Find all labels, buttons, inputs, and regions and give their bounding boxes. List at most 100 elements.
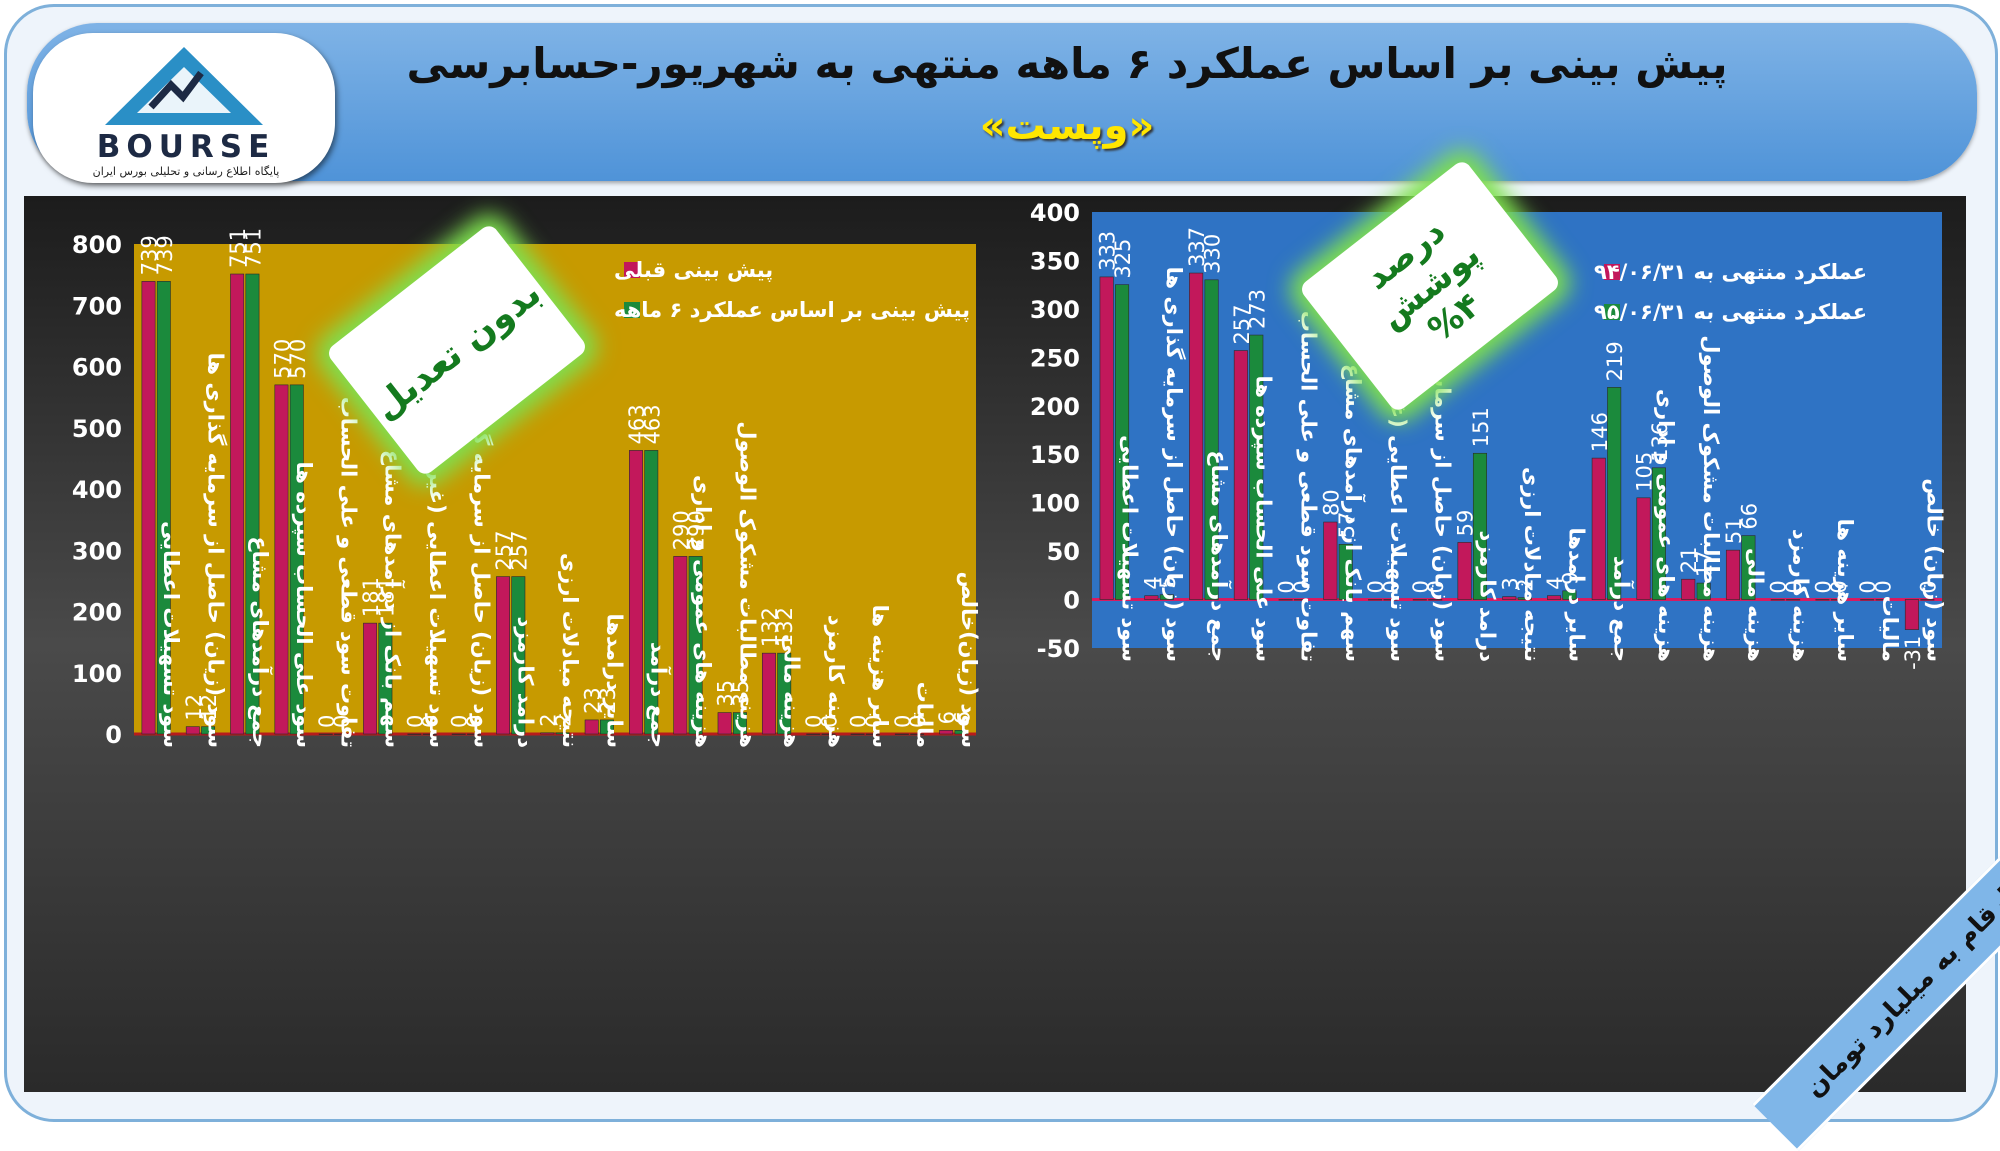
data-label: 66: [1737, 503, 1761, 530]
bar-series-1: [274, 384, 289, 735]
data-label: 330: [1201, 234, 1225, 274]
category-label: سود علی الحساب سپرده ها: [1252, 376, 1276, 662]
data-label: 0: [1364, 580, 1388, 593]
category-label: جمع درآمدهای مشاع: [1207, 450, 1232, 662]
category-label: هزینه مالی: [780, 634, 804, 748]
bar-series-1: [407, 733, 422, 735]
bar-series-2: [1517, 597, 1532, 600]
data-label: 257: [507, 530, 531, 570]
legend-swatch: [624, 262, 640, 278]
bar-series-2: [378, 622, 393, 735]
bar-series-2: [156, 281, 171, 735]
bar-series-2: [1472, 452, 1487, 600]
bar-series-2: [245, 273, 260, 735]
bar-series-2: [334, 733, 349, 735]
bar-series-1: [1144, 595, 1159, 600]
category-label: درامد کارمزد: [514, 616, 538, 748]
data-label: 9: [1558, 571, 1582, 584]
bar-series-2: [1920, 599, 1935, 601]
bar-series-2: [644, 450, 659, 735]
data-label: 0: [403, 715, 427, 728]
bar-series-1: [1099, 276, 1114, 600]
category-label: تفاوت سود قطعی و علی الحساب: [336, 397, 360, 748]
bar-series-1: [1189, 272, 1204, 600]
data-label: 751: [226, 228, 250, 268]
data-label: 4: [1140, 576, 1164, 589]
legend-swatch: [1604, 264, 1620, 280]
category-label: سایر هزینه ها: [868, 605, 892, 748]
bar-series-2: [1204, 279, 1219, 600]
data-label: 0: [419, 715, 443, 728]
y-tick-label: 700: [72, 292, 122, 320]
data-label: 0: [1872, 580, 1896, 593]
bar-series-2: [1875, 599, 1890, 601]
y-tick-label: 350: [1030, 247, 1080, 275]
header-banner: [27, 23, 1977, 181]
bar-series-1: [1636, 497, 1651, 600]
bar-series-1: [363, 622, 378, 735]
data-label: 290: [685, 510, 709, 550]
category-label: سود تسهیلات اعطایی: [1117, 435, 1141, 662]
legend-swatch: [1604, 304, 1620, 320]
category-label: جمع درآمدهای مشاع: [248, 536, 273, 748]
data-label: 0: [818, 715, 842, 728]
data-label: 2: [536, 713, 560, 726]
bar-series-2: [1159, 594, 1174, 600]
bar-series-1: [894, 733, 909, 735]
category-label: مالیات: [913, 682, 937, 748]
bar-series-2: [467, 733, 481, 735]
bar-series-2: [1830, 599, 1845, 601]
page-title: پیش بینی بر اساس عملکرد ۶ ماهه منتهی به …: [406, 39, 1728, 88]
bar-series-1: [1323, 521, 1338, 600]
category-label: سود (زیان) خالص: [1923, 478, 1947, 662]
category-label: نتیجه مبادلات ارزی: [1520, 467, 1544, 662]
data-label: 0: [847, 715, 871, 728]
data-label: 5: [1156, 575, 1180, 588]
category-label: هزینه کارمزد: [1788, 529, 1812, 662]
bar-series-1: [629, 450, 643, 735]
data-label: 739: [153, 235, 177, 275]
bar-series-2: [777, 652, 792, 735]
bar-series-1: [584, 719, 599, 735]
bar-series-1: [1725, 549, 1740, 600]
data-label: 181: [359, 577, 383, 617]
y-tick-label: 400: [1030, 199, 1080, 227]
bar-series-1: [1770, 599, 1785, 601]
data-label: 3: [1498, 577, 1522, 590]
bar-series-2: [1383, 599, 1398, 601]
data-label: 0: [1275, 580, 1299, 593]
bar-series-2: [1696, 582, 1711, 600]
bar-series-2: [1294, 599, 1309, 601]
category-label: نتیجه مبادلات ارزی: [558, 553, 582, 748]
legend-swatch: [624, 302, 640, 318]
data-label: 0: [802, 715, 826, 728]
legend-label: پیش بینی بر اساس عملکرد ۶ ماهه: [614, 298, 970, 322]
bar-series-1: [1681, 578, 1696, 600]
bar-series-2: [1249, 334, 1264, 600]
y-tick-label: 250: [1030, 344, 1080, 372]
y-tick-label: 0: [105, 721, 122, 749]
bar-series-2: [511, 576, 526, 735]
bar-series-1: [1412, 599, 1427, 601]
data-label: 17: [1693, 550, 1717, 577]
data-label: 2: [1514, 578, 1538, 591]
category-label: تفاوت سود قطعی و علی الحساب: [1296, 311, 1320, 662]
data-label: 12: [197, 694, 221, 721]
category-label: سایر هزینه ها: [1833, 519, 1857, 662]
legend-label: پیش بینی قبلی: [614, 258, 773, 282]
bar-series-2: [1428, 599, 1443, 601]
data-label: 136: [1648, 422, 1672, 462]
logo-mountain-icon: [105, 47, 263, 125]
y-tick-label: 200: [72, 599, 122, 627]
bar-series-2: [821, 733, 836, 735]
bar-series-1: [1904, 599, 1919, 630]
data-label: 0: [315, 715, 339, 728]
y-tick-label: 800: [72, 231, 122, 259]
bar-series-2: [1607, 387, 1622, 600]
category-label: هزینه کارمزد: [824, 615, 848, 748]
data-label: -31: [1901, 636, 1925, 670]
data-label: 0: [1767, 580, 1791, 593]
bar-series-2: [688, 556, 703, 735]
category-label: سهم بانک از درآمدهای مشاع: [381, 450, 406, 748]
